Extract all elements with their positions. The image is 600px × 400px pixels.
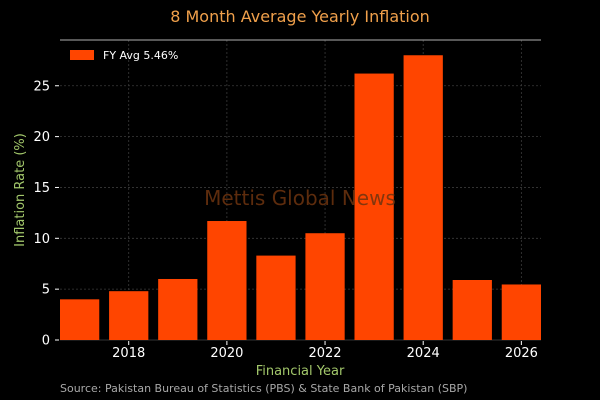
bar-2020 — [207, 221, 247, 340]
x-tick-label: 2022 — [308, 346, 341, 361]
y-tick-label: 15 — [33, 181, 50, 196]
y-tick-label: 25 — [33, 79, 50, 94]
y-axis-ticks: 0 5 10 15 20 25 — [33, 79, 59, 349]
x-tick-label: 2026 — [505, 346, 538, 361]
source-note: Source: Pakistan Bureau of Statistics (P… — [60, 382, 467, 395]
y-tick-label: 5 — [42, 283, 50, 298]
bar-2017 — [60, 299, 100, 340]
bar-2022 — [305, 233, 345, 340]
bar-2023 — [354, 73, 394, 340]
y-tick-label: 0 — [42, 334, 50, 349]
bar-2026 — [501, 284, 541, 340]
x-tick-label: 2020 — [210, 346, 243, 361]
watermark: Mettis Global News — [204, 186, 396, 210]
bar-2019 — [158, 278, 198, 340]
legend-label: FY Avg 5.46% — [103, 49, 178, 62]
x-axis-ticks: 2018 2020 2022 2024 2026 — [112, 341, 538, 361]
y-tick-label: 10 — [33, 232, 50, 247]
legend-swatch — [70, 50, 94, 60]
x-tick-label: 2024 — [407, 346, 440, 361]
chart-title: 8 Month Average Yearly Inflation — [170, 7, 430, 26]
x-axis-label: Financial Year — [256, 364, 345, 379]
bars — [60, 55, 541, 340]
y-axis-label: Inflation Rate (%) — [13, 133, 28, 247]
bar-2021 — [256, 255, 296, 340]
y-tick-label: 20 — [33, 130, 50, 145]
bar-2025 — [452, 280, 492, 340]
legend: FY Avg 5.46% — [70, 49, 178, 62]
bar-2024 — [403, 55, 443, 340]
x-tick-label: 2018 — [112, 346, 145, 361]
bar-2018 — [109, 291, 149, 340]
